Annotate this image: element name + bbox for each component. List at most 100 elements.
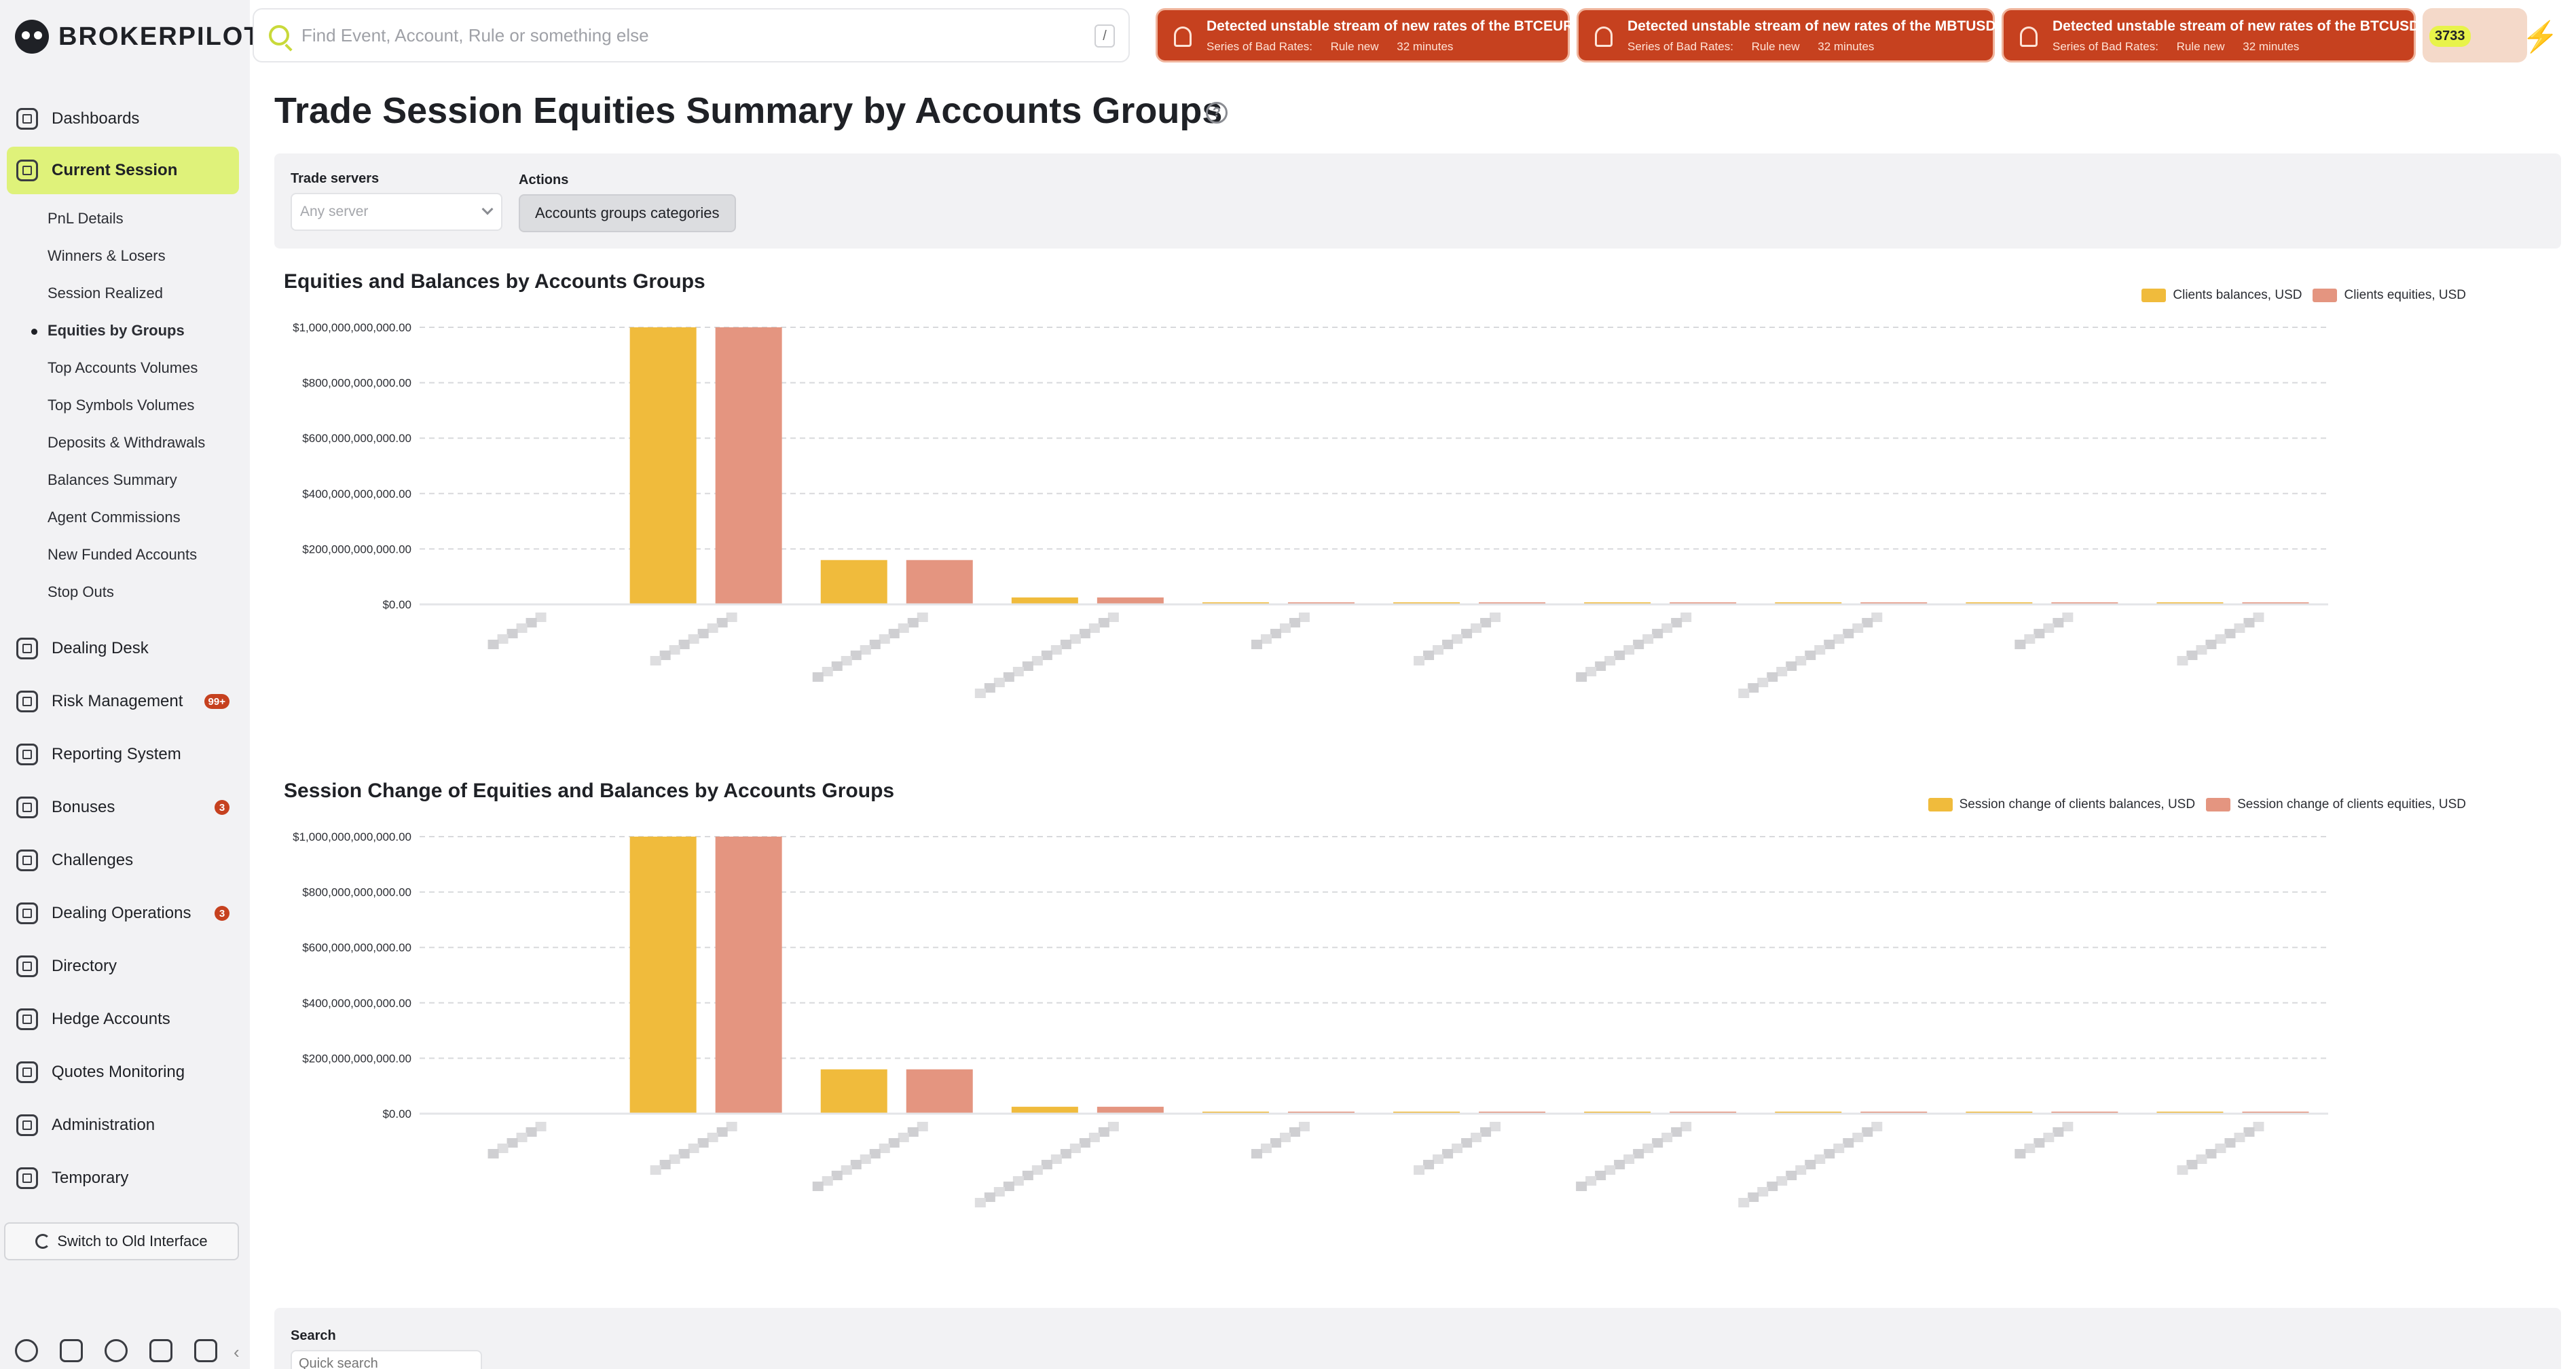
redacted-pixel: [1824, 1149, 1835, 1158]
quick-search-input[interactable]: [291, 1350, 482, 1369]
redacted-pixel: [1251, 640, 1262, 649]
dashboard-icon: [16, 108, 38, 130]
logo[interactable]: BROKERPILOT: [15, 19, 261, 54]
trade-servers-select[interactable]: Any server: [291, 193, 502, 231]
bar-balance[interactable]: [820, 1069, 887, 1114]
bar-equity[interactable]: [715, 327, 782, 604]
settings-icon[interactable]: [15, 1339, 38, 1362]
legend-item[interactable]: Clients balances, USD: [2141, 288, 2302, 303]
bar-balance[interactable]: [1011, 597, 1078, 604]
bar-equity[interactable]: [906, 1069, 973, 1114]
alert-card[interactable]: Detected unstable stream of new rates of…: [1577, 8, 2001, 62]
session-change-chart: Session Change of Equities and Balances …: [274, 774, 2561, 1249]
redacted-pixel: [726, 1122, 737, 1131]
monitor-icon[interactable]: [60, 1339, 83, 1362]
sidebar-item-dealing-desk[interactable]: Dealing Desk: [7, 625, 239, 672]
x-category-label-redacted: [1738, 1122, 1883, 1207]
sidebar-subitem-equities-by-groups[interactable]: Equities by Groups: [31, 317, 185, 344]
sidebar-subitem-agent-commissions[interactable]: Agent Commissions: [48, 509, 181, 526]
sidebar-item-directory[interactable]: Directory: [7, 943, 239, 990]
moon-icon[interactable]: [105, 1339, 128, 1362]
bar-equity[interactable]: [1097, 1106, 1164, 1114]
sidebar-subitem-session-realized[interactable]: Session Realized: [48, 285, 163, 302]
alert-time: 32 minutes: [2243, 40, 2300, 53]
lightning-icon[interactable]: ⚡: [2522, 20, 2559, 54]
redacted-pixel: [1442, 1149, 1454, 1158]
redacted-pixel: [1279, 1133, 1291, 1142]
redacted-pixel: [487, 1149, 499, 1158]
alert-title: Detected unstable stream of new rates of…: [2053, 18, 2425, 34]
sidebar-item-administration[interactable]: Administration: [7, 1101, 239, 1149]
sidebar-subitem-balances-summary[interactable]: Balances Summary: [48, 471, 177, 488]
redacted-pixel: [1633, 640, 1644, 649]
sidebar-item-current-session[interactable]: Current Session: [7, 147, 239, 194]
logo-text: BROKERPILOT: [58, 22, 261, 51]
redacted-pixel: [1461, 1138, 1473, 1148]
bar-balance[interactable]: [629, 837, 697, 1114]
bar-equity[interactable]: [1097, 597, 1164, 604]
redacted-pixel: [974, 1198, 986, 1207]
bar-equity[interactable]: [715, 837, 782, 1114]
sidebar-item-reporting-system[interactable]: Reporting System: [7, 731, 239, 778]
redacted-pixel: [860, 645, 871, 655]
sound-off-icon[interactable]: [149, 1339, 172, 1362]
sidebar-subitem-top-symbols-volumes[interactable]: Top Symbols Volumes: [48, 397, 195, 414]
legend-item[interactable]: Session change of clients balances, USD: [1928, 797, 2195, 812]
sidebar-subitem-winners-losers[interactable]: Winners & Losers: [48, 247, 166, 264]
redacted-pixel: [1786, 661, 1797, 671]
notification-counter[interactable]: 3733: [2423, 8, 2527, 62]
switch-old-interface-button[interactable]: Switch to Old Interface: [4, 1222, 239, 1260]
sidebar-item-risk-management[interactable]: Risk Management 99+: [7, 678, 239, 725]
redacted-pixel: [697, 1138, 709, 1148]
sidebar-item-hedge-accounts[interactable]: Hedge Accounts: [7, 996, 239, 1043]
redacted-pixel: [1576, 1182, 1587, 1191]
redacted-pixel: [1757, 678, 1769, 687]
redacted-pixel: [2062, 613, 2074, 622]
sidebar-item-dashboards[interactable]: Dashboards: [7, 95, 239, 143]
search-label: Search: [291, 1328, 336, 1343]
help-icon[interactable]: ?: [1206, 102, 1228, 124]
redacted-pixel: [707, 623, 718, 633]
sidebar-subitem-top-accounts-volumes[interactable]: Top Accounts Volumes: [48, 359, 198, 376]
legend-label: Session change of clients balances, USD: [1959, 797, 2196, 811]
dealing-desk-icon: [16, 638, 38, 659]
sidebar-item-challenges[interactable]: Challenges: [7, 837, 239, 884]
bar-balance[interactable]: [629, 327, 697, 604]
redacted-pixel: [2034, 629, 2045, 638]
redacted-pixel: [2034, 1138, 2045, 1148]
chart-legend: Session change of clients balances, USD …: [1928, 797, 2466, 812]
notification-badge: 99+: [204, 694, 229, 709]
sidebar-item-temporary[interactable]: Temporary: [7, 1154, 239, 1202]
redacted-pixel: [1003, 672, 1014, 682]
redacted-pixel: [1069, 634, 1081, 644]
alert-card[interactable]: Detected unstable stream of new rates of…: [1156, 8, 1578, 62]
sidebar-item-bonuses[interactable]: Bonuses 3: [7, 784, 239, 831]
sidebar-subitem-new-funded-accounts[interactable]: New Funded Accounts: [48, 546, 198, 563]
sidebar-subitem-stop-outs[interactable]: Stop Outs: [48, 583, 114, 600]
bar-balance[interactable]: [820, 560, 887, 604]
bar-balance[interactable]: [1011, 1106, 1078, 1114]
sidebar-subitem-pnl-details[interactable]: PnL Details: [48, 210, 124, 227]
sidebar-item-dealing-operations[interactable]: Dealing Operations 3: [7, 890, 239, 937]
legend-item[interactable]: Clients equities, USD: [2313, 288, 2466, 303]
accounts-groups-categories-button[interactable]: Accounts groups categories: [519, 194, 736, 232]
redacted-pixel: [1843, 629, 1854, 638]
collapse-sidebar-button[interactable]: ‹: [234, 1342, 240, 1362]
logout-icon[interactable]: [194, 1339, 217, 1362]
legend-label: Session change of clients equities, USD: [2237, 797, 2466, 811]
x-category-label-redacted: [650, 1122, 737, 1175]
bar-equity[interactable]: [906, 560, 973, 604]
redacted-pixel: [1461, 629, 1473, 638]
redacted-pixel: [497, 634, 509, 644]
sidebar-subitem-deposits-withdrawals[interactable]: Deposits & Withdrawals: [48, 434, 206, 451]
search-input[interactable]: [301, 24, 1048, 46]
alert-card[interactable]: Detected unstable stream of new rates of…: [2002, 8, 2425, 62]
redacted-pixel: [535, 613, 547, 622]
redacted-pixel: [1652, 1138, 1663, 1148]
legend-swatch: [2313, 289, 2338, 302]
equities-balances-chart: Equities and Balances by Accounts Groups…: [274, 265, 2561, 740]
legend-item[interactable]: Session change of clients equities, USD: [2206, 797, 2466, 812]
sidebar-item-quotes-monitoring[interactable]: Quotes Monitoring: [7, 1048, 239, 1096]
redacted-pixel: [1852, 623, 1864, 633]
redacted-pixel: [822, 1176, 833, 1186]
